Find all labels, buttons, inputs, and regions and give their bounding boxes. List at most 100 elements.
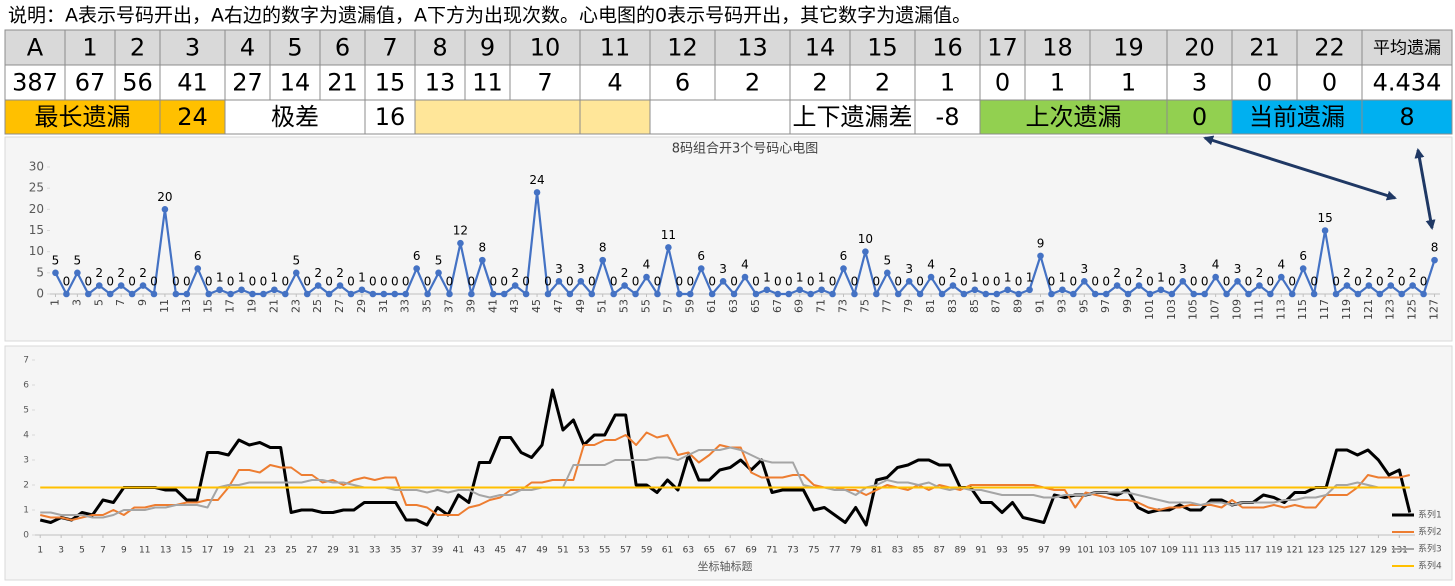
x-tick-label: 21 [267,299,280,313]
x-tick-label: 65 [704,546,715,556]
data-label: 6 [413,249,421,263]
point [665,244,672,251]
x-tick-label: 75 [808,546,819,556]
point [303,290,311,298]
point [785,290,793,298]
cell-text: 4.434 [1373,69,1442,97]
point [172,290,180,298]
point [1037,252,1044,260]
x-tick-label: 15 [202,299,215,313]
data-label: 2 [1387,266,1395,280]
data-label: 2 [511,266,519,280]
y-tick-label: 3 [23,456,29,466]
point [1387,282,1395,289]
point [249,290,256,298]
x-tick-label: 41 [453,546,464,556]
note: 说明：A表示号码开出，A右边的数字为遗漏值，A下方为出现次数。心电图的0表示号码… [8,5,971,27]
cell-text: 4 [240,34,255,62]
x-tick-label: 13 [160,546,171,556]
data-label: 0 [544,275,552,289]
point [1048,290,1055,298]
x-tick-label: 83 [892,546,903,556]
x-tick-label: 71 [766,546,777,556]
x-tick-label: 95 [1017,546,1028,556]
cell [414,99,581,135]
x-tick-label: 125 [1406,299,1419,320]
point [1234,278,1241,285]
data-label: 0 [1288,275,1296,289]
point [413,265,420,272]
data-label: 0 [468,275,476,289]
point [905,278,913,285]
cell-text: 7 [382,34,397,62]
point [1015,290,1022,298]
cell-text: 2 [812,69,827,97]
x-tick-label: 101 [1077,546,1094,556]
x-tick-label: 7 [100,546,106,556]
data-label: 1 [238,270,246,284]
cell-text: 3 [1192,69,1207,97]
data-label: 2 [1365,266,1373,280]
y-tick-label: 7 [23,356,29,366]
data-label: 0 [916,275,924,289]
data-label: 2 [1256,266,1264,280]
point [205,290,213,298]
cell [414,29,466,66]
data-label: 0 [851,275,859,289]
x-tick-label: 59 [683,299,696,313]
cell [114,29,161,66]
cell [914,29,981,66]
cell-text: 5 [287,34,302,62]
data-label: 0 [588,275,596,289]
x-tick-label: 63 [727,299,740,313]
point [282,290,289,298]
data-label: 0 [1070,275,1078,289]
cell [1166,99,1233,135]
cell-text: 2 [875,69,890,97]
point [325,290,333,298]
x-tick-label: 5 [79,546,85,556]
x-tick-label: 51 [557,546,568,556]
data-label: 0 [982,275,990,289]
cell-text: 2 [130,34,145,62]
legend-label: 系列3 [1418,543,1442,555]
x-tick-label: 33 [369,546,380,556]
data-label: 0 [106,275,114,289]
y-tick-label: 0 [36,287,44,301]
point [74,269,81,277]
legend-label: 系列1 [1418,509,1442,521]
point [457,239,464,247]
data-label: 0 [610,275,618,289]
x-tick-label: 89 [1012,299,1025,313]
cell-text: 上下遗漏差 [793,103,913,131]
cell [579,99,651,135]
x-tick-label: 39 [432,546,444,556]
cell [649,99,791,135]
data-label: 0 [708,275,716,289]
point [982,290,990,298]
cell [1166,29,1233,66]
point [873,290,880,298]
point [763,286,771,294]
x-tick-label: 19 [223,546,235,556]
cell-text: 22 [1314,34,1345,62]
data-label: 4 [741,258,749,272]
x-tick-label: 87 [934,546,945,556]
point [161,206,169,213]
cell [269,64,321,101]
cell [1024,64,1091,101]
cell-text: 1 [82,34,97,62]
x-tick-label: 123 [1307,546,1324,556]
x-tick-label: 87 [990,299,1003,313]
x-tick-label: 131 [1391,546,1408,556]
data-label: 0 [1310,275,1318,289]
cell-text: 3 [185,34,200,62]
point [1365,282,1373,289]
data-label: 0 [172,275,180,289]
cell [1231,99,1363,135]
data-label: 0 [960,275,968,289]
cell-text: 0 [1257,69,1272,97]
x-tick-label: 23 [265,546,276,556]
point [1299,265,1307,272]
cell-text: 平均遗漏 [1373,39,1441,59]
